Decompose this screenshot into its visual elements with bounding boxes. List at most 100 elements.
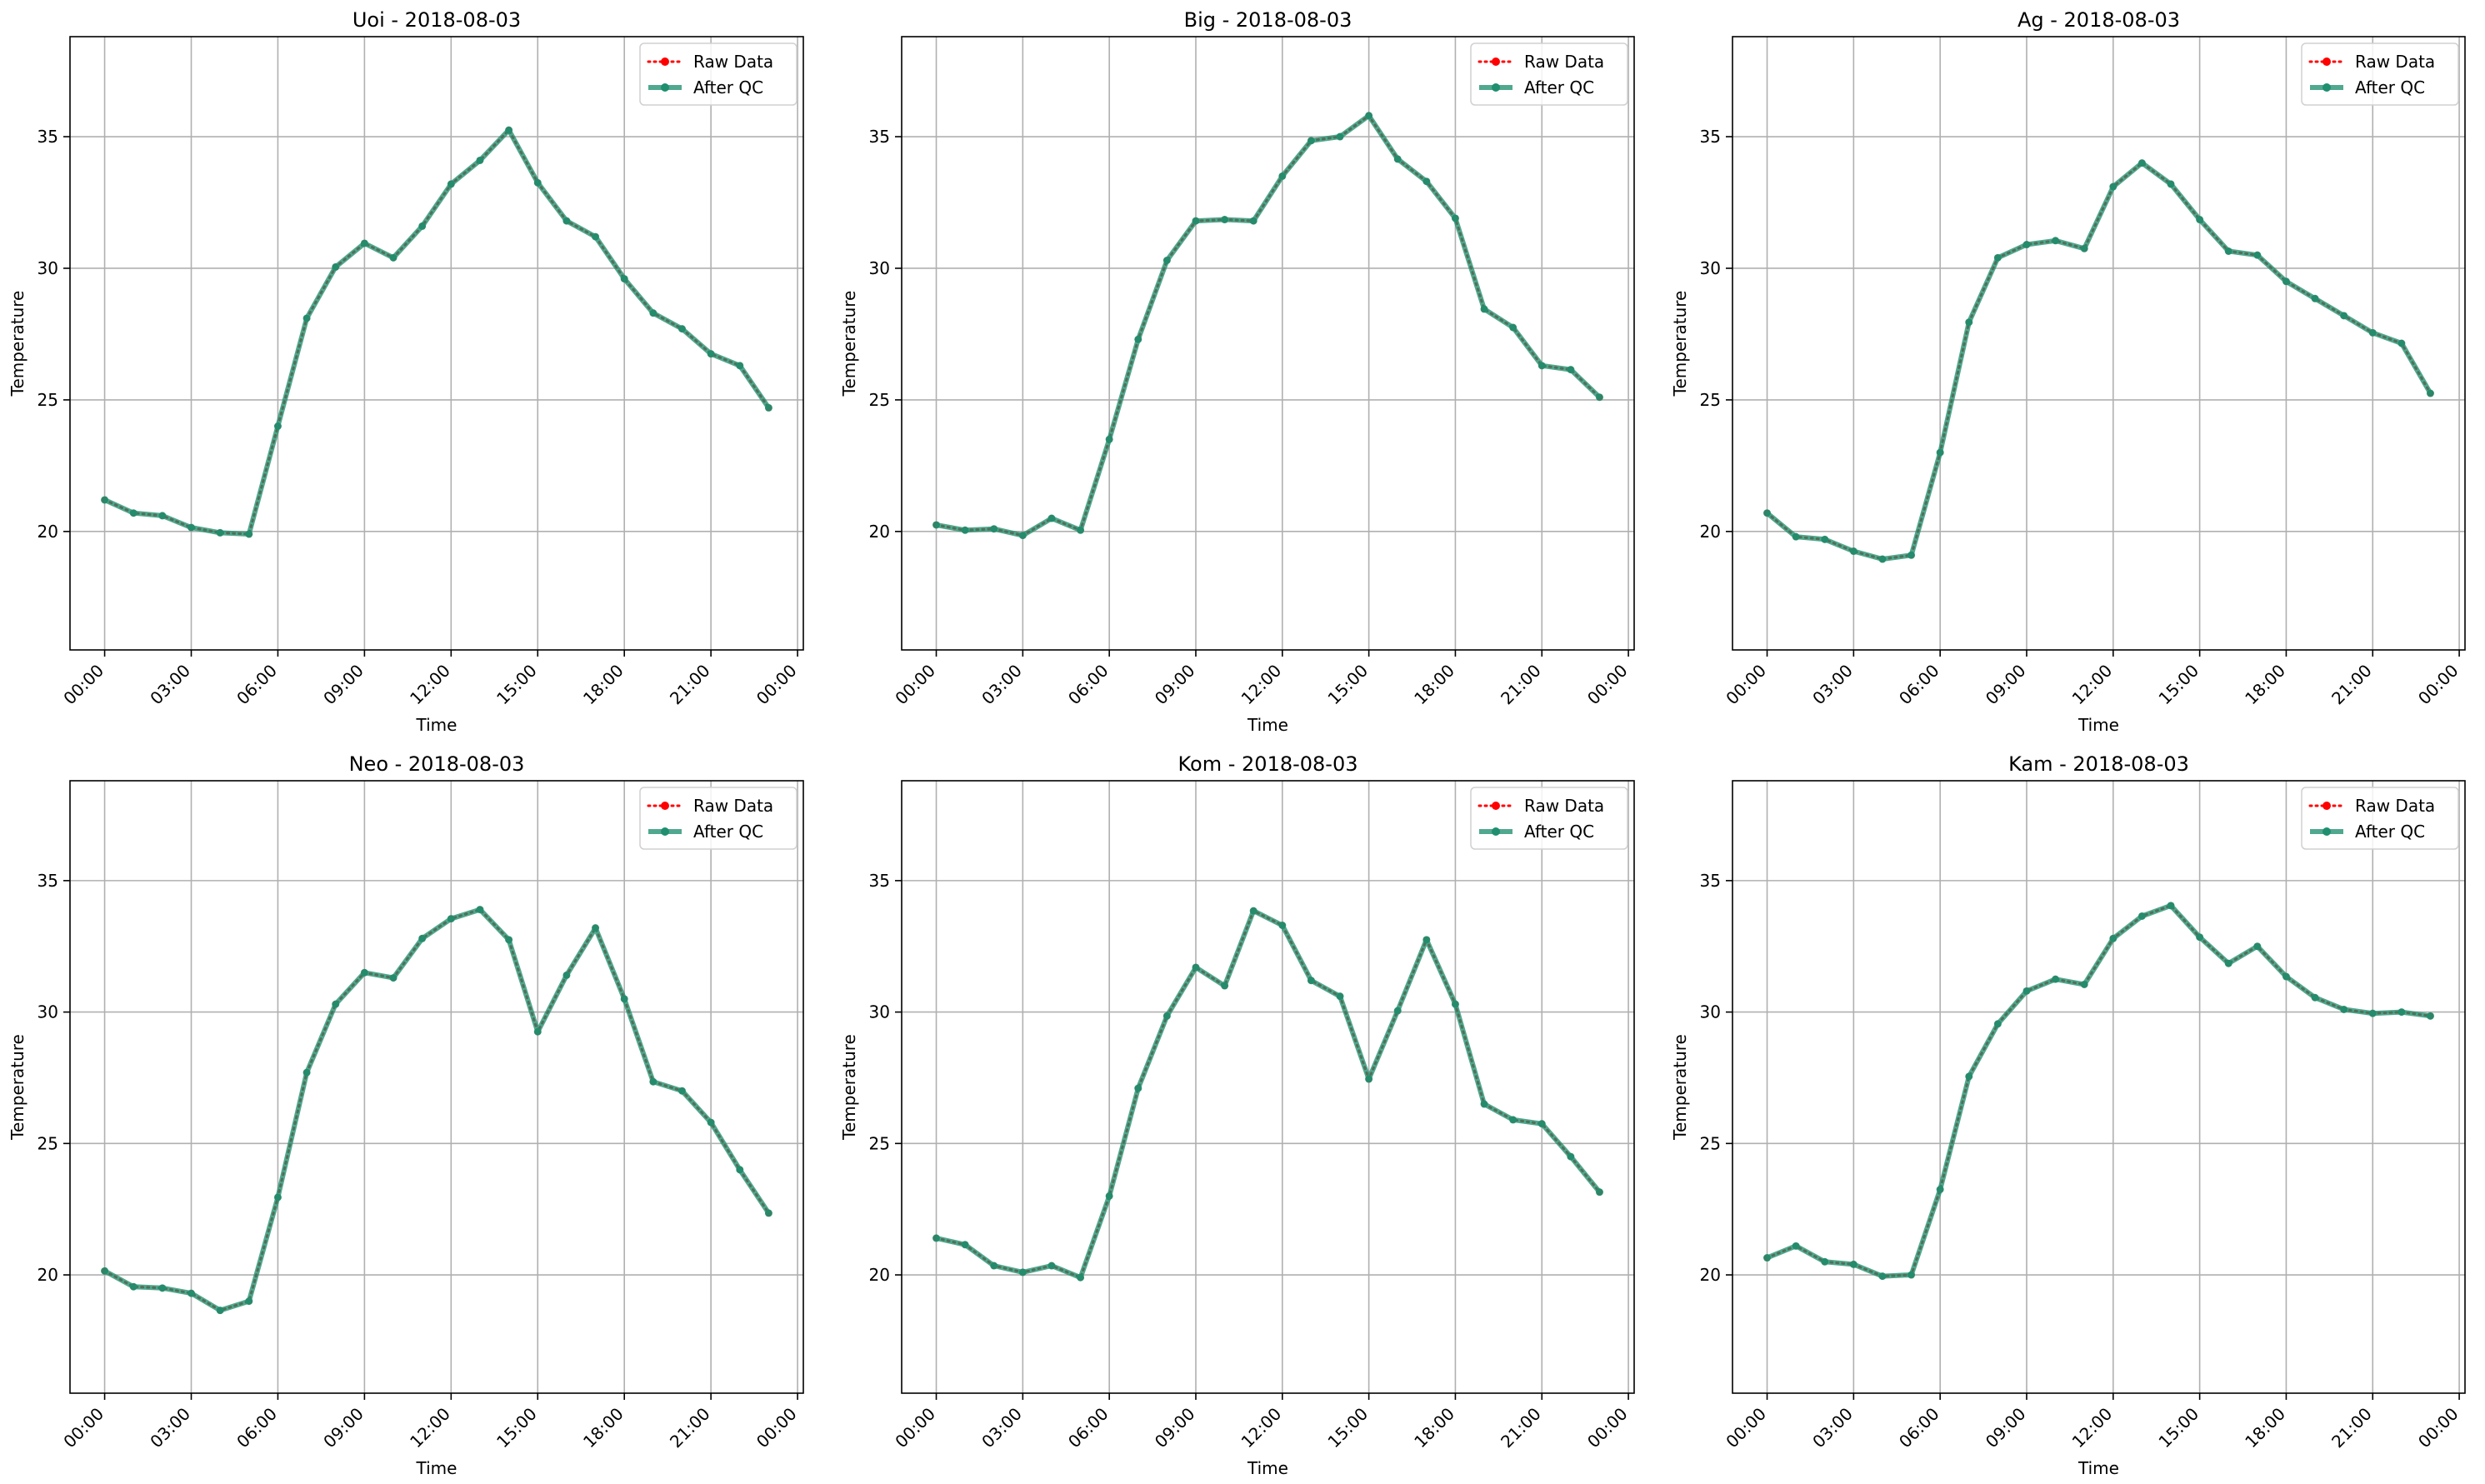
y-tick-label: 35 bbox=[1700, 871, 1721, 891]
after-qc-point bbox=[1134, 335, 1142, 343]
after-qc-point bbox=[2167, 902, 2175, 910]
after-qc-point bbox=[302, 1068, 311, 1077]
x-tick-label: 12:00 bbox=[1238, 661, 1286, 709]
y-axis-label: Temperature bbox=[839, 1034, 859, 1141]
legend-label-raw-data: Raw Data bbox=[693, 796, 773, 816]
x-tick-label: 00:00 bbox=[2414, 661, 2462, 709]
after-qc-point bbox=[129, 509, 138, 517]
after-qc-point bbox=[188, 1289, 196, 1297]
after-qc-point bbox=[1451, 1000, 1459, 1008]
x-tick-label: 12:00 bbox=[1238, 1404, 1286, 1452]
after-qc-point bbox=[273, 422, 282, 431]
x-tick-label: 18:00 bbox=[1410, 1404, 1458, 1452]
x-tick-label: 12:00 bbox=[2068, 661, 2117, 709]
chart-panel-5: 00:00 03:00 06:00 09:00 12:00 15:00 18:00 21:00… bbox=[839, 752, 1635, 1478]
after-qc-point bbox=[1221, 982, 1229, 990]
after-qc-point bbox=[2196, 933, 2204, 942]
y-tick-label: 25 bbox=[38, 1133, 58, 1153]
y-tick-label: 25 bbox=[1700, 1133, 1721, 1153]
x-tick-label: 00:00 bbox=[59, 1404, 108, 1452]
x-tick-label: 03:00 bbox=[978, 661, 1026, 709]
after-qc-point bbox=[620, 995, 628, 1003]
legend: Raw Data After QC bbox=[1470, 42, 1628, 106]
plot-area bbox=[902, 37, 1634, 650]
after-qc-point bbox=[1077, 1273, 1085, 1282]
after-qc-point bbox=[1336, 992, 1344, 1001]
after-qc-point bbox=[360, 239, 368, 247]
y-tick-label: 20 bbox=[869, 522, 890, 542]
x-tick-label: 03:00 bbox=[978, 1404, 1026, 1452]
y-tick-label: 30 bbox=[869, 258, 890, 278]
y-tick-label: 30 bbox=[38, 1002, 58, 1022]
after-qc-point bbox=[2282, 972, 2290, 981]
after-qc-point bbox=[764, 1209, 772, 1217]
after-qc-point bbox=[2196, 216, 2204, 224]
after-qc-point bbox=[332, 262, 340, 271]
x-tick-label: 00:00 bbox=[1722, 661, 1770, 709]
y-tick-label: 30 bbox=[1700, 258, 1721, 278]
after-qc-point bbox=[2426, 1012, 2434, 1020]
after-qc-point bbox=[2138, 912, 2146, 920]
after-qc-point bbox=[216, 528, 224, 537]
after-qc-point bbox=[389, 974, 398, 982]
after-qc-point bbox=[1162, 1012, 1171, 1020]
x-tick-label: 18:00 bbox=[579, 1404, 628, 1452]
legend-marker-raw-data bbox=[2322, 802, 2331, 810]
series-line-after-qc bbox=[935, 112, 1602, 538]
after-qc-point bbox=[2052, 975, 2060, 983]
x-tick-label: 15:00 bbox=[1323, 1404, 1372, 1452]
legend-label-after-qc: After QC bbox=[1524, 77, 1594, 97]
chart-title: Ag - 2018-08-03 bbox=[2018, 8, 2180, 32]
after-qc-point bbox=[932, 521, 941, 529]
plot-frame bbox=[1732, 780, 2466, 1394]
plot-area bbox=[70, 781, 803, 1393]
plot-frame bbox=[69, 36, 804, 651]
after-qc-point bbox=[2398, 1008, 2406, 1017]
y-tick-label: 35 bbox=[869, 871, 890, 891]
plot-frame bbox=[901, 780, 1635, 1394]
after-qc-point bbox=[562, 971, 571, 979]
after-qc-point bbox=[1965, 318, 1973, 327]
after-qc-point bbox=[1480, 1100, 1488, 1108]
after-qc-point bbox=[707, 1118, 715, 1127]
x-tick-label: 09:00 bbox=[319, 1404, 368, 1452]
after-qc-point bbox=[1538, 1120, 1546, 1128]
after-qc-point bbox=[1393, 1007, 1402, 1015]
after-qc-point bbox=[505, 936, 513, 944]
x-tick-label: 00:00 bbox=[1583, 661, 1632, 709]
x-tick-label: 06:00 bbox=[1064, 1404, 1112, 1452]
chart-title: Uoi - 2018-08-03 bbox=[352, 8, 521, 32]
series-line-after-qc bbox=[103, 127, 771, 537]
after-qc-point bbox=[2224, 247, 2232, 255]
chart-title: Kam - 2018-08-03 bbox=[2008, 752, 2189, 776]
y-tick-label: 20 bbox=[869, 1265, 890, 1285]
legend-marker-after-qc bbox=[661, 827, 669, 836]
chart-panel-6: 00:00 03:00 06:00 09:00 12:00 15:00 18:00 21:00… bbox=[1670, 752, 2466, 1478]
y-axis-label: Temperature bbox=[8, 1034, 28, 1141]
after-qc-point bbox=[245, 530, 253, 538]
after-qc-point bbox=[1048, 1262, 1056, 1270]
after-qc-point bbox=[1336, 132, 1344, 141]
y-tick-label: 35 bbox=[38, 871, 58, 891]
x-tick-label: 18:00 bbox=[2241, 1404, 2289, 1452]
x-tick-label: 09:00 bbox=[319, 661, 368, 709]
after-qc-point bbox=[1018, 532, 1027, 540]
after-qc-point bbox=[101, 496, 109, 504]
after-qc-point bbox=[447, 180, 455, 188]
after-qc-point bbox=[1878, 1272, 1887, 1281]
x-tick-label: 15:00 bbox=[492, 661, 541, 709]
after-qc-point bbox=[418, 934, 427, 942]
after-qc-point bbox=[764, 403, 772, 412]
x-tick-label: 18:00 bbox=[579, 661, 628, 709]
after-qc-point bbox=[1278, 921, 1287, 929]
after-qc-point bbox=[2022, 241, 2031, 249]
legend-marker-raw-data bbox=[2322, 57, 2331, 66]
legend-label-raw-data: Raw Data bbox=[693, 52, 773, 72]
after-qc-point bbox=[1105, 1192, 1113, 1200]
y-axis-label: Temperature bbox=[8, 291, 28, 397]
x-tick-label: 21:00 bbox=[666, 1404, 714, 1452]
after-qc-point bbox=[2398, 339, 2406, 347]
after-qc-point bbox=[2080, 244, 2088, 252]
after-qc-point bbox=[476, 906, 484, 914]
